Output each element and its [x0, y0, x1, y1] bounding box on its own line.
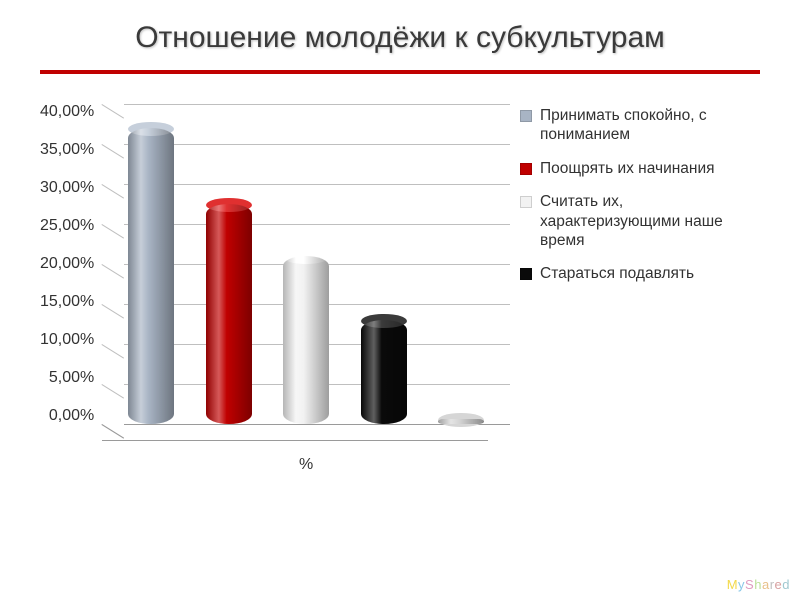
- x-axis-label: %: [102, 456, 510, 474]
- chart-floor: [102, 424, 510, 440]
- slide-title: Отношение молодёжи к субкультурам: [40, 20, 760, 56]
- title-underline: [40, 70, 760, 74]
- watermark: MyShared: [727, 577, 790, 592]
- bar-cylinder: [438, 419, 484, 424]
- legend-label: Принимать спокойно, с пониманием: [540, 106, 760, 145]
- legend-swatch: [520, 268, 532, 280]
- slide: Отношение молодёжи к субкультурам 40,00%…: [0, 0, 800, 600]
- chart: 40,00% 35,00% 30,00% 25,00% 20,00% 15,00…: [40, 94, 510, 494]
- y-tick: 25,00%: [40, 218, 94, 234]
- legend-item: Стараться подавлять: [520, 264, 760, 283]
- bar-group: [102, 104, 510, 424]
- y-tick: 0,00%: [49, 408, 94, 424]
- plot-area: %: [102, 94, 510, 454]
- y-tick: 10,00%: [40, 332, 94, 348]
- y-tick: 40,00%: [40, 104, 94, 120]
- legend: Принимать спокойно, с пониманием Поощрят…: [510, 106, 760, 494]
- legend-swatch: [520, 110, 532, 122]
- legend-item: Принимать спокойно, с пониманием: [520, 106, 760, 145]
- legend-swatch: [520, 196, 532, 208]
- y-axis: 40,00% 35,00% 30,00% 25,00% 20,00% 15,00…: [40, 104, 102, 424]
- bar-cylinder: [361, 320, 407, 424]
- y-tick: 5,00%: [49, 370, 94, 386]
- content-row: 40,00% 35,00% 30,00% 25,00% 20,00% 15,00…: [40, 94, 760, 494]
- legend-label: Поощрять их начинания: [540, 159, 715, 178]
- legend-item: Считать их, характеризующими наше время: [520, 192, 760, 250]
- bar-cylinder: [128, 128, 174, 424]
- bar-cylinder: [206, 204, 252, 424]
- legend-label: Стараться подавлять: [540, 264, 694, 283]
- legend-label: Считать их, характеризующими наше время: [540, 192, 760, 250]
- y-tick: 30,00%: [40, 180, 94, 196]
- bar-cylinder: [283, 256, 329, 424]
- y-tick: 15,00%: [40, 294, 94, 310]
- y-tick: 35,00%: [40, 142, 94, 158]
- title-block: Отношение молодёжи к субкультурам: [40, 20, 760, 74]
- y-tick: 20,00%: [40, 256, 94, 272]
- legend-swatch: [520, 163, 532, 175]
- legend-item: Поощрять их начинания: [520, 159, 760, 178]
